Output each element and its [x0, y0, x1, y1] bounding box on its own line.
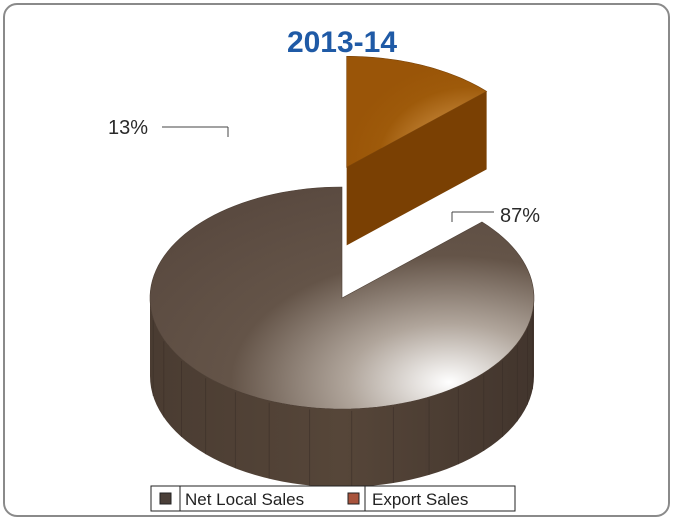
pie-slice-side-net-local [150, 298, 534, 487]
pie-slice-export [346, 56, 488, 168]
data-label-net-local: 87% [500, 205, 540, 227]
legend-box [150, 485, 516, 512]
legend: Net Local Sales Export Sales [150, 485, 516, 512]
pie-slice-side-export-right [346, 91, 487, 246]
chart-title: 2013-14 [287, 26, 397, 59]
data-label-export: 13% [108, 117, 148, 139]
legend-swatch-export [347, 492, 360, 505]
legend-swatch-net-local [159, 492, 172, 505]
legend-label-net-local: Net Local Sales [185, 490, 304, 509]
legend-label-export: Export Sales [372, 490, 468, 509]
pie-layer [149, 56, 535, 487]
pie-slice-net-local [149, 186, 535, 410]
